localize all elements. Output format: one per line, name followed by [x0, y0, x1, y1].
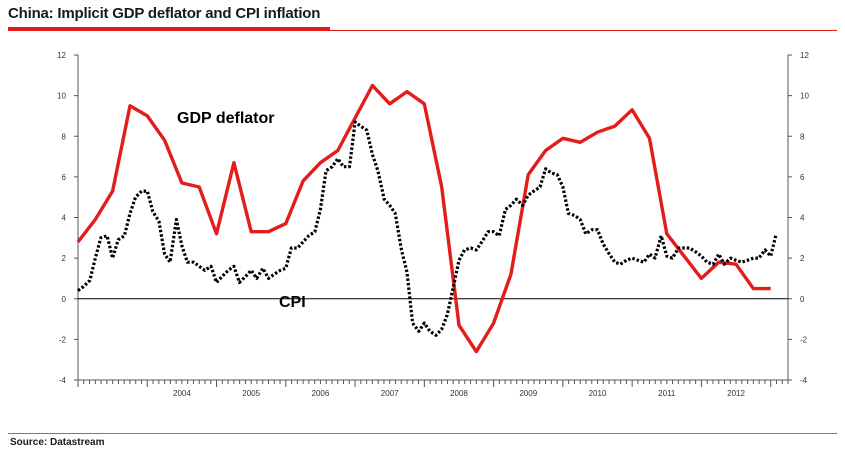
- gdp-deflator-series-line: [76, 83, 771, 354]
- x-tick-label: 2004: [173, 389, 191, 398]
- gdp-deflator-label: GDP deflator: [177, 110, 275, 127]
- y-tick-label-right: 4: [800, 214, 805, 223]
- x-tick-label: 2010: [589, 389, 607, 398]
- x-tick-label: 2006: [312, 389, 330, 398]
- y-tick-label-left: 4: [62, 214, 67, 223]
- y-tick-label-left: 8: [62, 132, 67, 141]
- y-tick-label-left: 6: [62, 173, 67, 182]
- y-tick-label-left: -2: [59, 335, 67, 344]
- title-underline-rule: [330, 30, 837, 31]
- y-tick-label-left: 2: [62, 254, 67, 263]
- y-tick-label-left: 0: [62, 295, 67, 304]
- x-tick-label: 2011: [658, 389, 676, 398]
- y-tick-label-left: 10: [57, 92, 66, 101]
- y-tick-label-right: -4: [800, 376, 808, 385]
- source-note: Source: Datastream: [10, 437, 105, 448]
- x-tick-label: 2005: [242, 389, 260, 398]
- chart-title: China: Implicit GDP deflator and CPI inf…: [8, 5, 321, 22]
- y-tick-label-left: -4: [59, 376, 67, 385]
- y-tick-label-right: 6: [800, 173, 805, 182]
- y-tick-label-right: 10: [800, 92, 809, 101]
- x-tick-label: 2009: [519, 389, 537, 398]
- y-tick-label-right: 12: [800, 51, 809, 60]
- cpi-label: CPI: [279, 294, 306, 311]
- x-tick-label: 2008: [450, 389, 468, 398]
- y-tick-label-right: -2: [800, 335, 808, 344]
- x-tick-label: 2012: [727, 389, 745, 398]
- y-tick-label-right: 8: [800, 132, 805, 141]
- cpi-series-line: [77, 120, 778, 337]
- chart-series-layer: [76, 83, 778, 354]
- footer-rule: [8, 433, 837, 434]
- chart-axes: -4 -4 -2 -2 0 0 2 2 4 4 6 6 8 8 10 10 12 12 2004 2005 2006 20…: [57, 51, 809, 398]
- title-underline-accent: [8, 27, 330, 31]
- y-tick-label-right: 2: [800, 254, 805, 263]
- y-tick-label-left: 12: [57, 51, 66, 60]
- x-tick-label: 2007: [381, 389, 399, 398]
- y-tick-label-right: 0: [800, 295, 805, 304]
